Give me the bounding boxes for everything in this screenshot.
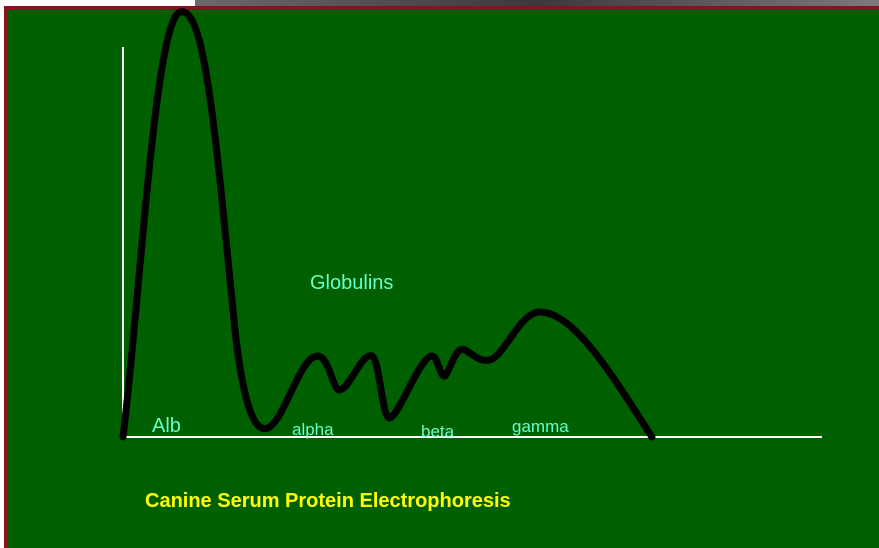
label-alpha: alpha [292,420,334,439]
label-alb: Alb [152,415,181,437]
page: Globulins Alb alpha beta gamma Canine Se… [0,0,879,548]
label-gamma: gamma [512,417,569,436]
label-beta: beta [421,422,455,441]
label-globulins: Globulins [310,272,393,294]
slide: Globulins Alb alpha beta gamma Canine Se… [0,0,879,548]
caption: Canine Serum Protein Electrophoresis [145,490,511,512]
